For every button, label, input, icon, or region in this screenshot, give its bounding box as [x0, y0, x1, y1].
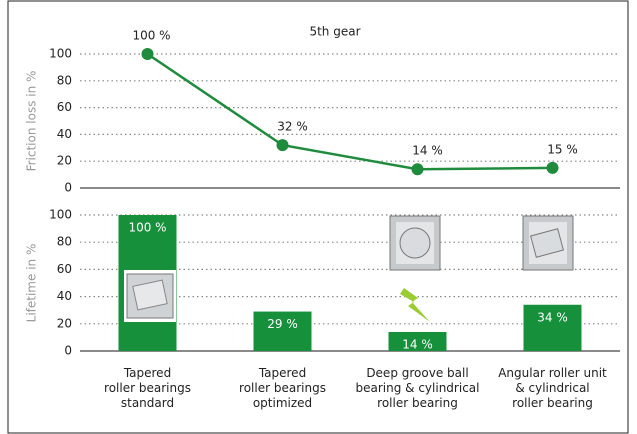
point	[276, 139, 289, 152]
y-tick-label: 0	[64, 344, 72, 358]
value-label: 34 %	[537, 310, 568, 324]
bar	[253, 311, 312, 351]
y-tick-label: 100	[49, 47, 72, 61]
value-label: 14 %	[402, 337, 433, 351]
point	[546, 161, 559, 174]
icon-lightning	[400, 288, 430, 322]
y-tick-label: 0	[64, 181, 72, 195]
y-axis-label: Lifetime in %	[25, 244, 39, 323]
point	[411, 163, 424, 176]
value-label: 100 %	[132, 29, 170, 43]
value-label: 32 %	[277, 120, 308, 134]
x-tick-label: Tapered roller bearings optimized	[239, 366, 326, 410]
y-tick-label: 20	[57, 316, 72, 330]
y-tick-label: 40	[57, 289, 72, 303]
marks: 0 20 40 60 80 100 Friction loss in % 5th gear 10…	[25, 25, 620, 358]
x-tick-label: Angular roller unit & cylindrical roller…	[498, 366, 607, 410]
value-label: 29 %	[267, 317, 298, 331]
value-label: 15 %	[547, 142, 578, 156]
y-tick-label: 40	[57, 127, 72, 141]
y-axis-label: Friction loss in %	[25, 71, 39, 172]
line	[146, 52, 553, 171]
y-tick-label: 60	[57, 100, 72, 114]
bar	[388, 331, 447, 351]
bar	[523, 304, 582, 351]
value-label: 100 %	[128, 221, 166, 235]
x-tick-label: Deep groove ball bearing & cylindrical r…	[355, 366, 480, 410]
x-tick-label: Tapered roller bearings standard	[104, 366, 191, 410]
chart-title: 5th gear	[309, 25, 360, 39]
icon-tapered-bearing	[124, 270, 176, 322]
y-tick-label: 60	[57, 262, 72, 276]
icon-angular-roller	[522, 215, 574, 271]
y-tick-label: 80	[57, 235, 72, 249]
point	[141, 48, 154, 60]
value-label: 14 %	[412, 144, 443, 158]
y-tick-label: 20	[57, 154, 72, 168]
y-tick-label: 80	[57, 73, 72, 87]
y-tick-label: 100	[49, 208, 72, 222]
frame	[7, 0, 629, 434]
icon-ball-bearing	[389, 215, 441, 271]
